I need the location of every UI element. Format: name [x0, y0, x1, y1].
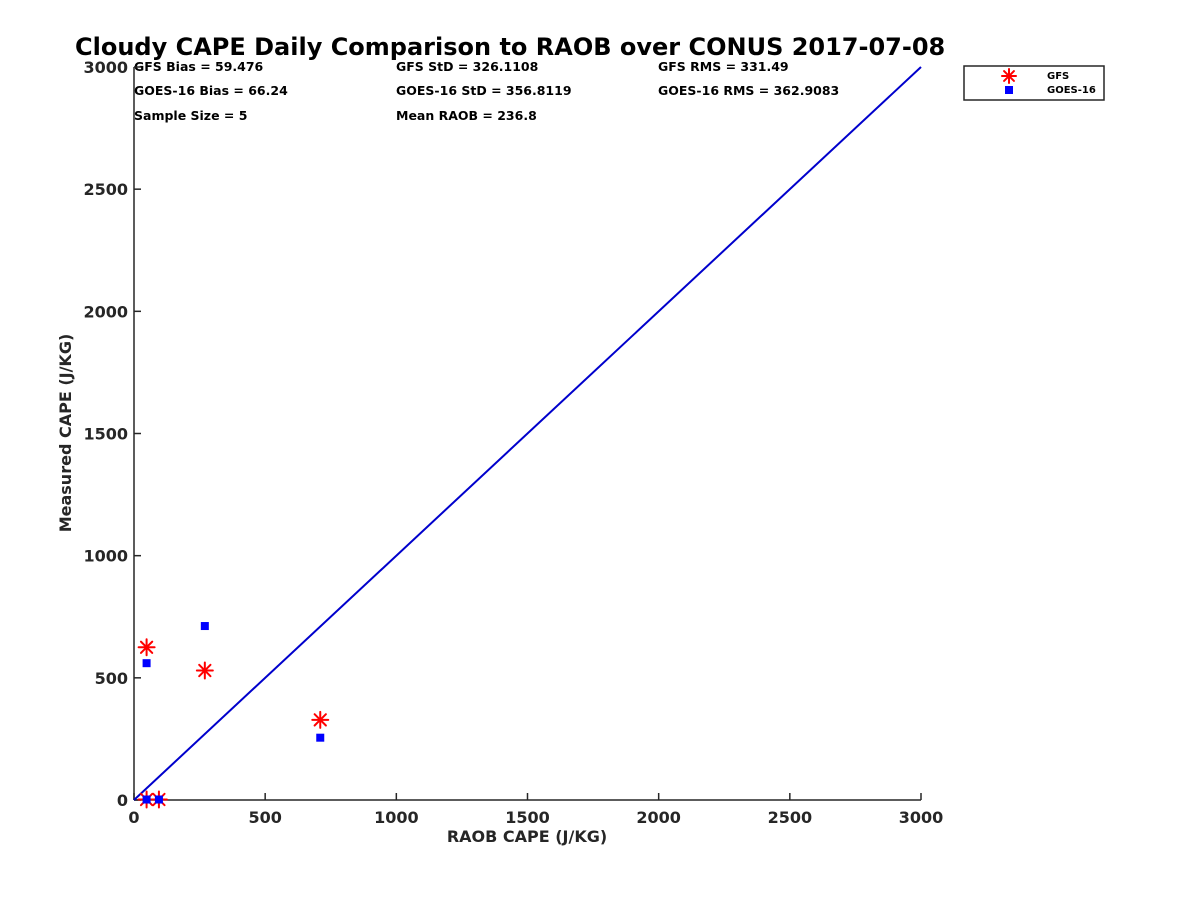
x-tick-label: 500: [248, 808, 281, 827]
y-axis-label: Measured CAPE (J/KG): [56, 334, 75, 533]
legend-square-icon: [1005, 86, 1013, 94]
y-tick-label: 0: [117, 791, 128, 810]
gfs-point: [195, 661, 214, 680]
gfs-bias-text: GFS Bias = 59.476: [134, 59, 264, 74]
goes16-rms-text: GOES-16 RMS = 362.9083: [658, 83, 839, 98]
gfs-point: [311, 710, 330, 729]
legend-goes16-marker: [1005, 86, 1013, 94]
legend-asterisk-icon: [1001, 68, 1017, 84]
goes16-point: [142, 659, 151, 668]
legend-gfs-label: GFS: [1047, 71, 1069, 82]
x-tick-label: 1000: [374, 808, 419, 827]
goes16-bias-text: GOES-16 Bias = 66.24: [134, 83, 288, 98]
x-tick-label: 0: [128, 808, 139, 827]
one-to-one-reference-line: [133, 66, 922, 801]
legend-box: [963, 65, 1105, 101]
x-tick-label: 2000: [636, 808, 681, 827]
gfs-rms-text: GFS RMS = 331.49: [658, 59, 789, 74]
y-tick-label: 1500: [83, 425, 128, 444]
y-tick-label: 500: [95, 669, 128, 688]
mean-raob-text: Mean RAOB = 236.8: [396, 108, 537, 123]
gfs-point: [137, 638, 156, 657]
y-ticks: 0 500 1000 1500 2000 2500 3000: [83, 58, 141, 810]
goes16-point: [142, 795, 151, 804]
chart-title: Cloudy CAPE Daily Comparison to RAOB ove…: [75, 33, 945, 61]
x-axis-label: RAOB CAPE (J/KG): [447, 827, 607, 846]
x-tick-label: 3000: [899, 808, 944, 827]
y-tick-label: 3000: [83, 58, 128, 77]
y-tick-label: 1000: [83, 547, 128, 566]
x-tick-label: 2500: [768, 808, 813, 827]
y-tick-label: 2000: [83, 302, 128, 321]
legend-goes16-label: GOES-16: [1047, 85, 1096, 96]
data-points: [137, 622, 330, 809]
x-tick-label: 1500: [505, 808, 550, 827]
goes16-point: [200, 622, 209, 631]
legend-gfs-marker: [1001, 68, 1017, 84]
goes16-std-text: GOES-16 StD = 356.8119: [396, 83, 572, 98]
goes16-point: [154, 795, 163, 804]
sample-size-text: Sample Size = 5: [134, 108, 247, 123]
goes16-point: [316, 733, 325, 742]
y-tick-label: 2500: [83, 180, 128, 199]
legend: GFS GOES-16: [963, 65, 1105, 101]
gfs-std-text: GFS StD = 326.1108: [396, 59, 538, 74]
x-ticks: 0 500 1000 1500 2000 2500 3000: [128, 793, 943, 827]
stats-block: GFS Bias = 59.476 GFS StD = 326.1108 GFS…: [134, 59, 839, 123]
